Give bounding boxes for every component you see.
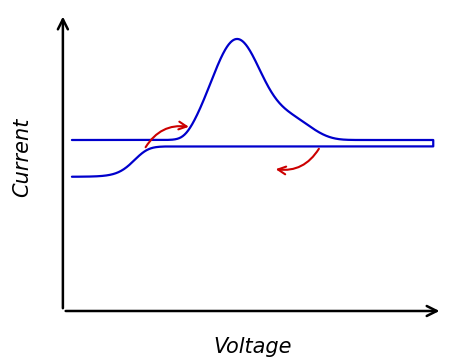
Text: Current: Current	[12, 118, 32, 197]
Text: Voltage: Voltage	[213, 336, 291, 356]
